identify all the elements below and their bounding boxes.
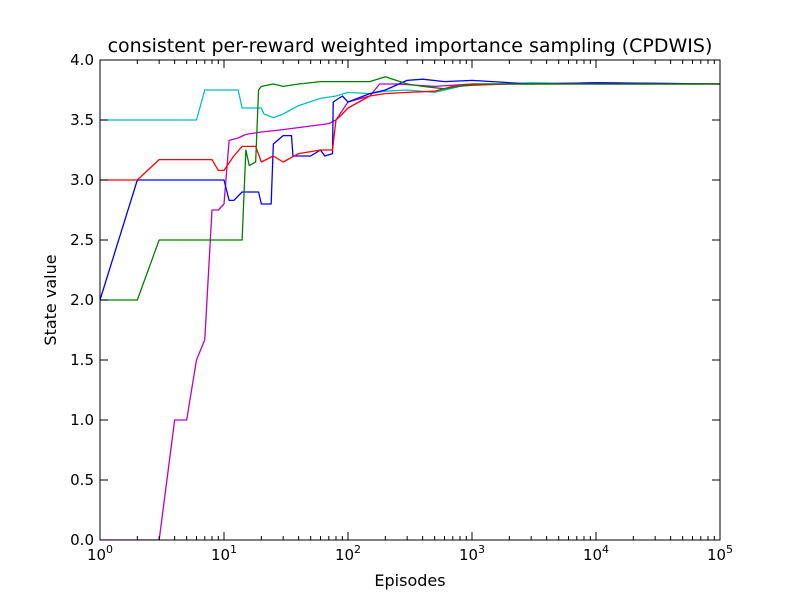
y-tick-label: 2.5 (70, 231, 94, 249)
y-tick-label: 0.0 (70, 531, 94, 549)
x-tick-label: 104 (583, 543, 609, 564)
series-layer (100, 76, 720, 540)
x-tick-label: 105 (707, 543, 733, 564)
chart-title: consistent per-reward weighted importanc… (108, 35, 713, 57)
y-tick-label: 2.0 (70, 291, 94, 309)
x-tick-label: 103 (459, 543, 485, 564)
y-tick-label: 3.5 (70, 111, 94, 129)
y-tick-label: 1.0 (70, 411, 94, 429)
y-tick-label: 3.0 (70, 171, 94, 189)
y-axis-label: State value (41, 254, 60, 345)
x-axis-label: Episodes (374, 571, 445, 590)
x-tick-label: 100 (87, 543, 113, 564)
ticks-layer (99, 59, 721, 541)
series-line-5 (100, 76, 720, 301)
y-tick-label: 0.5 (70, 471, 94, 489)
series-line-2 (100, 82, 720, 540)
tick-labels-layer: 100 101 102 103 104 105 0.0 0.5 1.0 1.5 2.0 2.5 3.0 3… (70, 51, 733, 564)
y-tick-label: 1.5 (70, 351, 94, 369)
x-tick-label: 102 (335, 543, 361, 564)
y-tick-label: 4.0 (70, 51, 94, 69)
x-tick-label: 101 (211, 543, 237, 564)
